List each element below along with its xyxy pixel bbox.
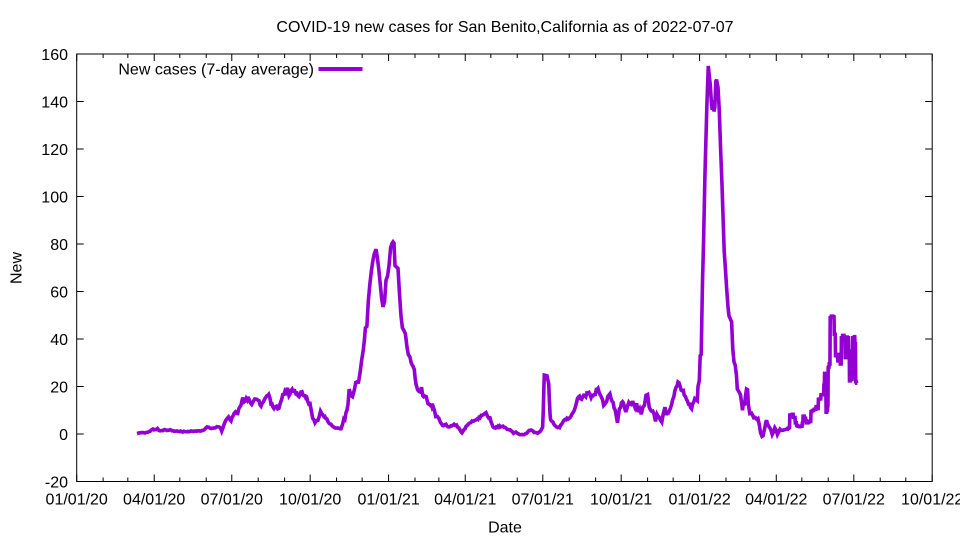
svg-text:01/01/20: 01/01/20: [46, 492, 108, 509]
svg-text:COVID-19 new cases for San Ben: COVID-19 new cases for San Benito,Califo…: [276, 19, 733, 36]
svg-text:07/01/20: 07/01/20: [201, 492, 263, 509]
svg-text:07/01/22: 07/01/22: [823, 492, 885, 509]
svg-text:100: 100: [41, 189, 68, 206]
svg-text:40: 40: [50, 332, 68, 349]
svg-text:-20: -20: [45, 474, 68, 491]
svg-text:Date: Date: [488, 520, 522, 537]
svg-text:10/01/20: 10/01/20: [279, 492, 341, 509]
svg-text:20: 20: [50, 379, 68, 396]
svg-text:07/01/21: 07/01/21: [512, 492, 574, 509]
svg-text:10/01/22: 10/01/22: [901, 492, 960, 509]
svg-text:0: 0: [59, 427, 68, 444]
svg-text:01/01/21: 01/01/21: [357, 492, 419, 509]
svg-text:140: 140: [41, 94, 68, 111]
svg-text:60: 60: [50, 284, 68, 301]
svg-text:160: 160: [41, 47, 68, 64]
svg-text:01/01/22: 01/01/22: [668, 492, 730, 509]
svg-text:80: 80: [50, 237, 68, 254]
svg-text:New: New: [9, 252, 26, 284]
svg-text:04/01/20: 04/01/20: [123, 492, 185, 509]
svg-text:10/01/21: 10/01/21: [590, 492, 652, 509]
svg-text:120: 120: [41, 142, 68, 159]
svg-text:04/01/21: 04/01/21: [434, 492, 496, 509]
svg-text:04/01/22: 04/01/22: [745, 492, 807, 509]
svg-text:New cases (7-day average): New cases (7-day average): [118, 62, 314, 79]
